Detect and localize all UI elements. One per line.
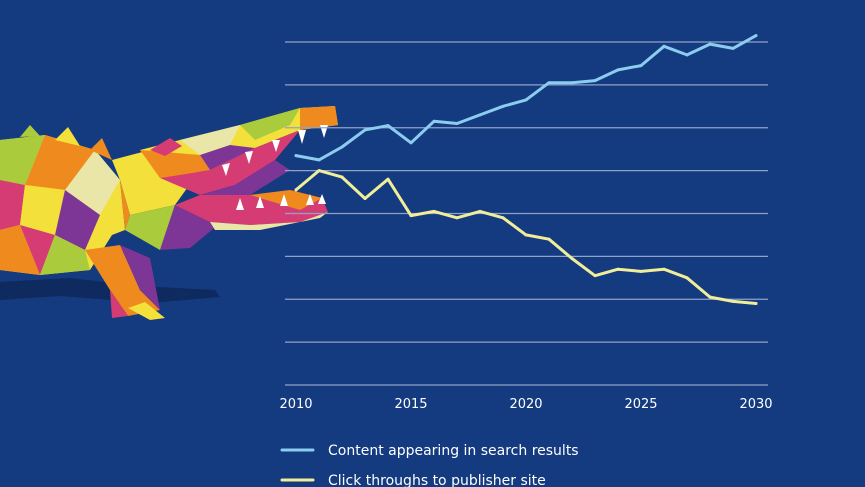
x-tick-label-2020: 2020	[509, 397, 542, 412]
series-1-point-2017	[455, 216, 459, 220]
series-1-point-2026	[662, 267, 666, 271]
series-1-point-2021	[547, 237, 551, 241]
series-0-point-2026	[662, 44, 666, 48]
series-0-point-2030	[754, 34, 758, 38]
series-0-point-2014	[386, 124, 390, 128]
series-0-point-2010	[294, 154, 298, 158]
series-0-point-2016	[432, 119, 436, 123]
series-1-point-2012	[340, 175, 344, 179]
series-0-point-2029	[731, 46, 735, 50]
series-0-point-2021	[547, 81, 551, 85]
series-1-point-2014	[386, 177, 390, 181]
crocodile-illustration	[0, 106, 338, 320]
x-tick-label-2010: 2010	[279, 397, 312, 412]
series-1-point-2030	[754, 302, 758, 306]
series-0-point-2023	[593, 79, 597, 83]
x-tick-label-2025: 2025	[624, 397, 657, 412]
series-0-point-2011	[317, 158, 321, 162]
series-1-point-2020	[524, 233, 528, 237]
x-axis-ticks: 2010 2015 2020 2025 2030	[279, 397, 772, 412]
series-0-point-2025	[639, 64, 643, 68]
series-0-point-2012	[340, 145, 344, 149]
series-0-point-2027	[685, 53, 689, 57]
legend-label-0: Content appearing in search results	[328, 443, 579, 459]
legend-label-1: Click throughs to publisher site	[328, 473, 546, 487]
series-1-point-2027	[685, 276, 689, 280]
series-1-point-2018	[478, 209, 482, 213]
x-tick-label-2015: 2015	[394, 397, 427, 412]
series-0-point-2018	[478, 113, 482, 117]
series-1-point-2025	[639, 269, 643, 273]
series-1-point-2022	[570, 257, 574, 261]
series-0-point-2019	[501, 104, 505, 108]
series-1-point-2023	[593, 274, 597, 278]
series-lines	[294, 34, 758, 306]
legend: Content appearing in search results Click…	[280, 443, 579, 487]
series-1-point-2016	[432, 209, 436, 213]
series-1-point-2024	[616, 267, 620, 271]
series-1-point-2013	[363, 196, 367, 200]
gridlines	[285, 41, 768, 386]
series-1-point-2011	[317, 169, 321, 173]
series-1-point-2029	[731, 299, 735, 303]
series-0-point-2020	[524, 98, 528, 102]
series-0-point-2013	[363, 128, 367, 132]
series-1-point-2028	[708, 295, 712, 299]
series-0-point-2015	[409, 141, 413, 145]
series-1-point-2015	[409, 214, 413, 218]
series-0-point-2028	[708, 42, 712, 46]
series-0-point-2024	[616, 68, 620, 72]
series-1-point-2010	[294, 188, 298, 192]
series-1-point-2019	[501, 216, 505, 220]
series-0-point-2022	[570, 81, 574, 85]
x-tick-label-2030: 2030	[739, 397, 772, 412]
series-0-point-2017	[455, 121, 459, 125]
